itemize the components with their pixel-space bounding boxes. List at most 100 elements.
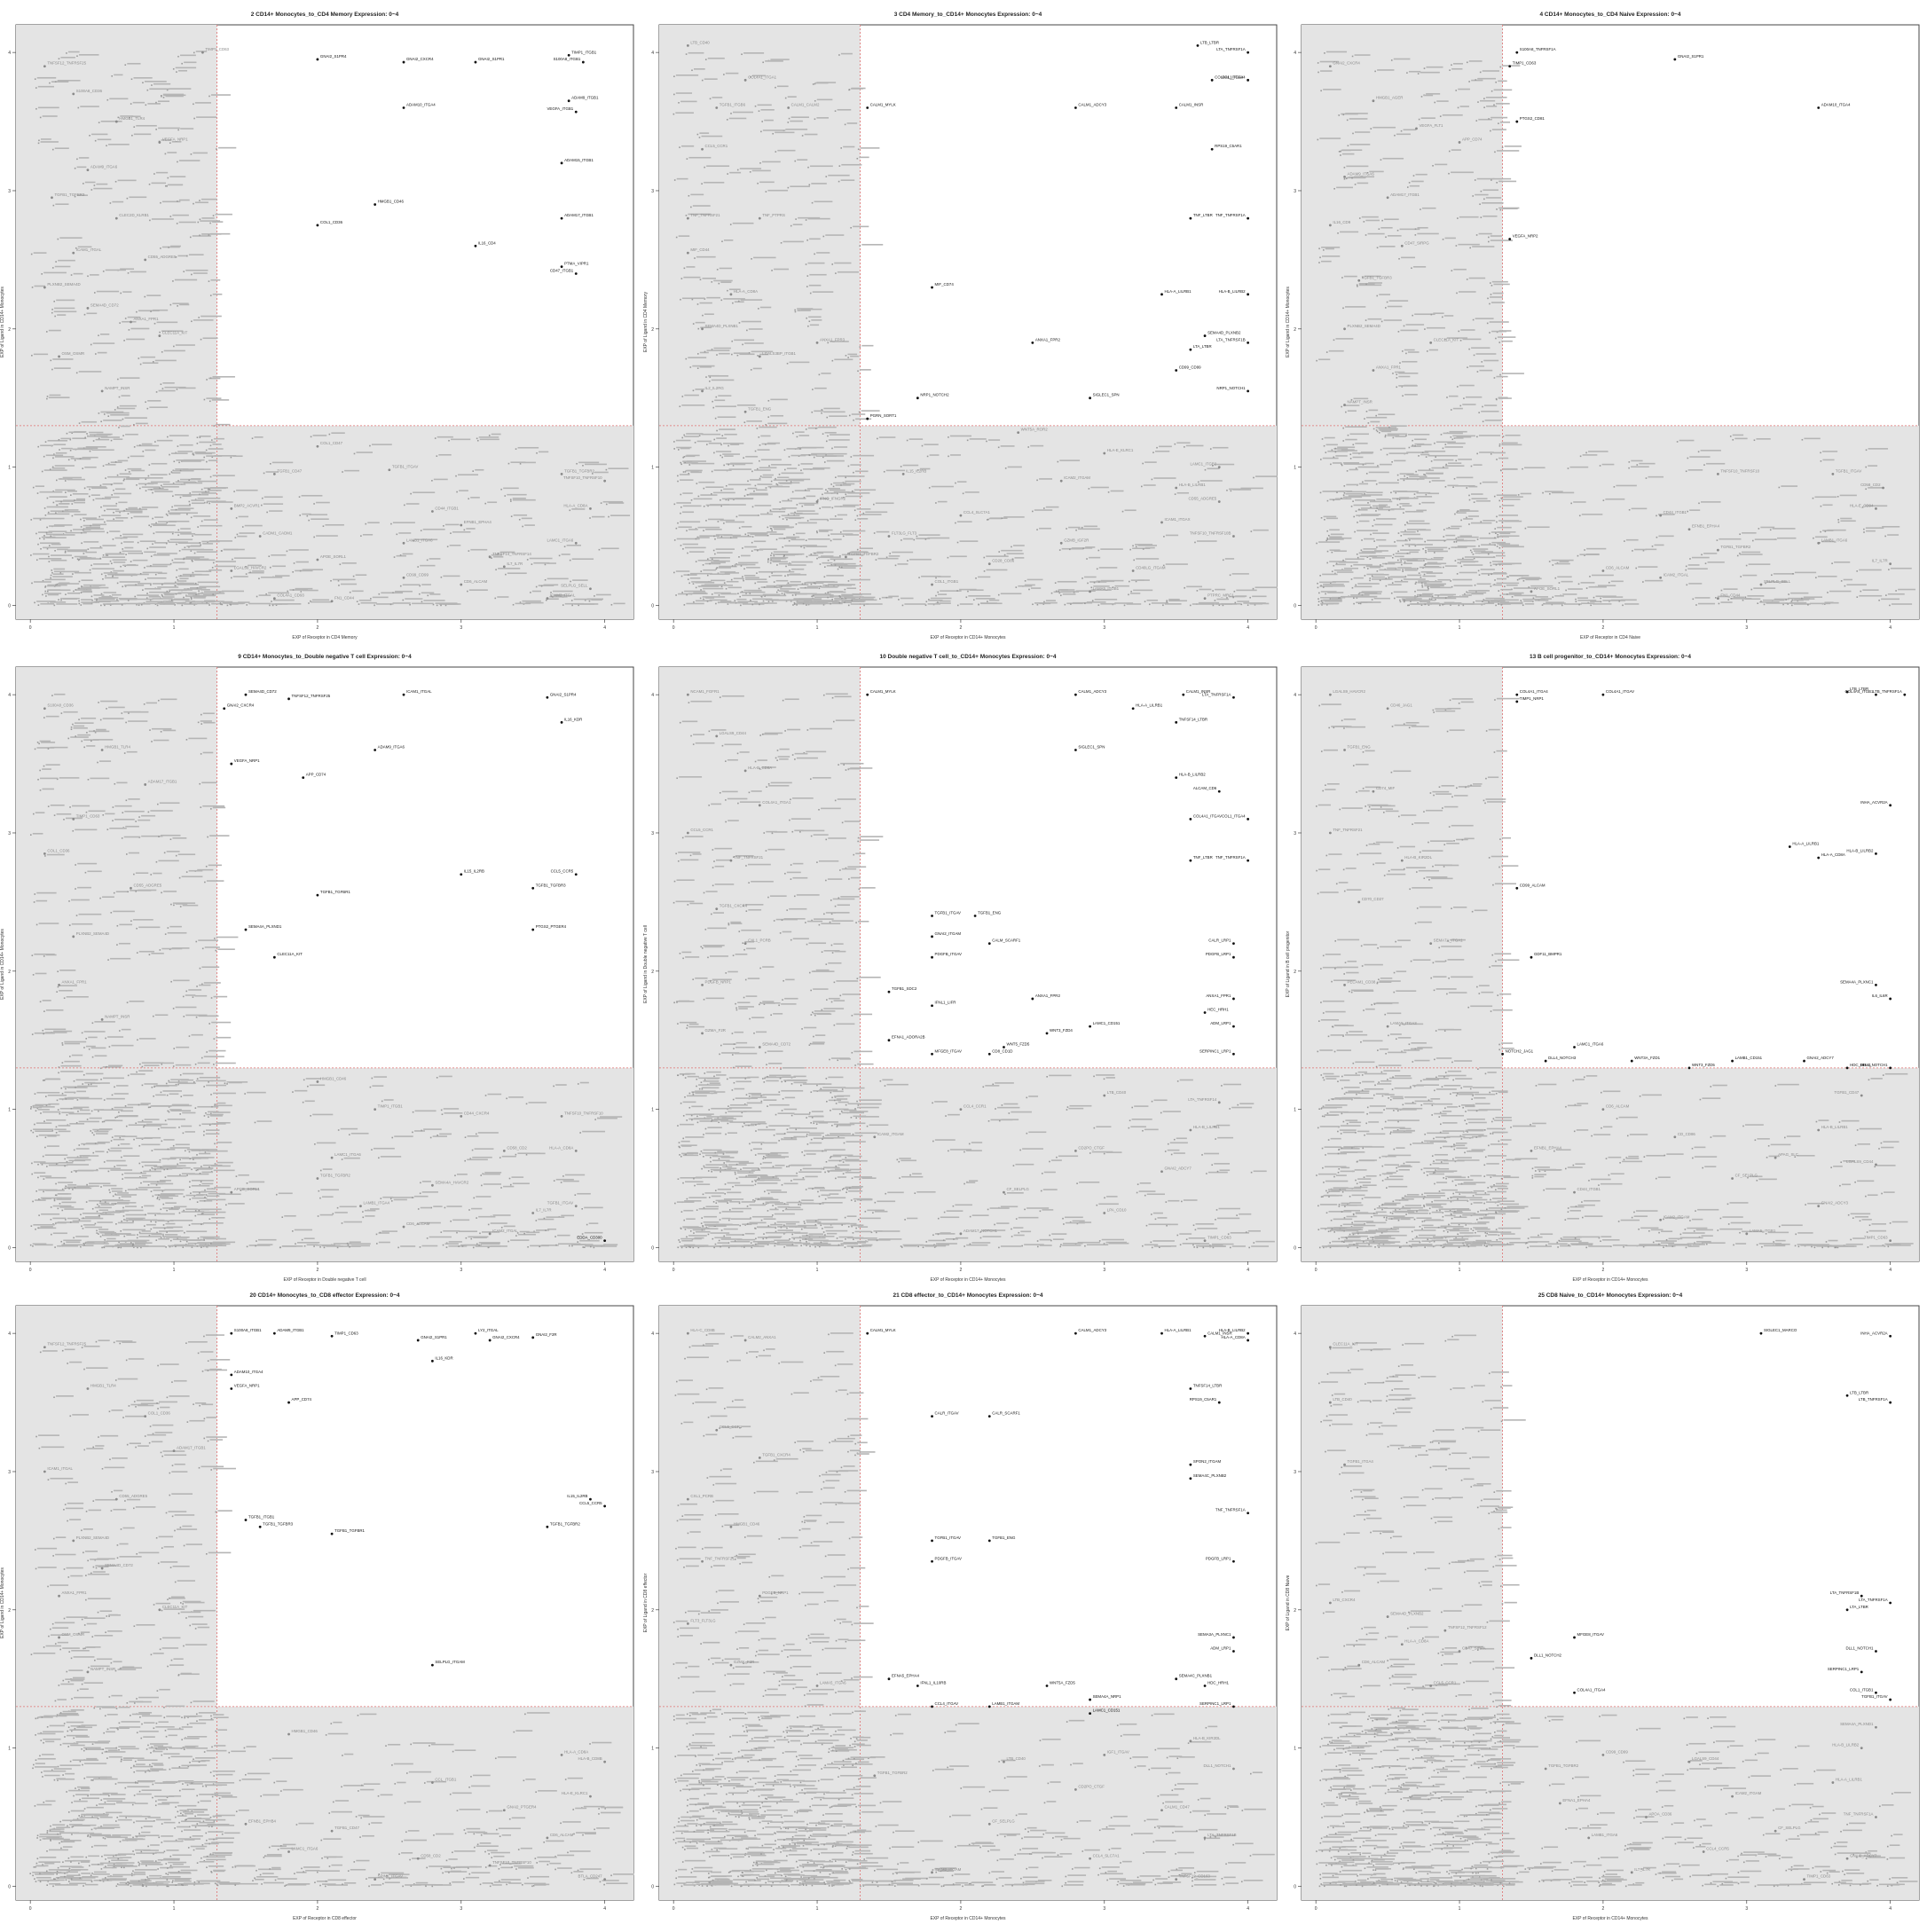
- background-label-mark: [713, 279, 733, 282]
- background-label-mark: [1407, 351, 1420, 353]
- background-point: [1396, 504, 1399, 507]
- background-point: [1602, 499, 1605, 501]
- background-point: [1577, 583, 1580, 585]
- background-label-mark: [1335, 498, 1352, 500]
- background-point: [705, 376, 707, 378]
- background-label-mark: [773, 479, 797, 481]
- background-label-mark: [197, 1062, 210, 1064]
- background-label-mark: [1417, 232, 1439, 235]
- background-label-mark: [1465, 603, 1486, 605]
- point-label: CD99_CD99: [406, 572, 429, 577]
- background-point: [1156, 446, 1158, 449]
- background-point: [78, 580, 81, 583]
- background-label-mark: [1471, 79, 1483, 82]
- background-label-mark: [760, 459, 782, 461]
- background-point: [816, 557, 818, 560]
- background-label-mark: [803, 600, 819, 602]
- background-label-mark: [355, 574, 367, 576]
- background-label-mark: [1100, 602, 1116, 605]
- background-label-mark: [45, 1009, 64, 1011]
- background-label-mark: [196, 551, 218, 553]
- background-point: [124, 64, 127, 66]
- background-label-mark: [188, 512, 198, 514]
- point-marker: [1343, 327, 1346, 331]
- background-label-mark: [758, 570, 776, 573]
- background-label-mark: [55, 452, 67, 454]
- background-label-mark: [1003, 516, 1025, 518]
- background-point: [209, 444, 212, 447]
- background-point: [772, 132, 775, 135]
- background-point: [823, 566, 826, 568]
- point-label: CD28_CD86: [992, 559, 1014, 563]
- background-label-mark: [1337, 450, 1357, 452]
- background-label-mark: [1365, 462, 1374, 465]
- background-point: [472, 470, 475, 472]
- background-point: [788, 117, 790, 120]
- data-point: ADAM9_ITGA6: [86, 165, 118, 172]
- background-point: [680, 545, 682, 546]
- background-point: [109, 202, 112, 204]
- background-label-mark: [755, 489, 767, 491]
- background-label-mark: [533, 562, 550, 564]
- background-point: [680, 278, 683, 279]
- background-label-mark: [703, 569, 716, 571]
- background-label-mark: [1358, 483, 1369, 485]
- background-label-mark: [98, 1167, 122, 1170]
- background-label-mark: [102, 545, 116, 546]
- background-label-mark: [1562, 593, 1577, 595]
- background-label-mark: [203, 519, 218, 521]
- background-label-mark: [102, 556, 126, 558]
- background-label-mark: [1814, 496, 1837, 499]
- background-point: [1499, 66, 1502, 68]
- background-label-mark: [161, 200, 181, 203]
- background-point: [145, 401, 146, 404]
- background-point: [172, 67, 175, 70]
- background-label-mark: [1435, 441, 1456, 444]
- background-label-mark: [908, 558, 932, 561]
- background-point: [578, 604, 579, 607]
- point-label: HLA-E_CD94: [1850, 503, 1874, 507]
- background-label-mark: [751, 598, 773, 601]
- background-label-mark: [75, 589, 92, 591]
- background-point: [510, 500, 512, 502]
- x-tick-label: 0: [672, 625, 675, 631]
- background-label-mark: [278, 603, 302, 605]
- background-point: [45, 531, 48, 534]
- background-point: [737, 300, 740, 302]
- background-label-mark: [1759, 601, 1780, 603]
- background-point: [781, 593, 783, 594]
- background-point: [1091, 600, 1094, 601]
- background-label-mark: [146, 295, 161, 296]
- background-point: [1423, 67, 1426, 69]
- background-label-mark: [1504, 145, 1522, 147]
- background-label-mark: [1458, 459, 1472, 460]
- background-label-mark: [830, 341, 849, 342]
- background-point: [191, 273, 193, 276]
- background-label-mark: [1338, 490, 1353, 492]
- background-label-mark: [212, 293, 223, 295]
- point-label: TNFSF10_TNFRSF10: [1720, 468, 1759, 473]
- background-label-mark: [478, 436, 499, 438]
- background-point: [226, 604, 229, 607]
- background-point: [812, 83, 814, 85]
- background-point: [1494, 151, 1496, 153]
- background-point: [30, 253, 33, 255]
- point-label: CLEC11A_KIT: [162, 331, 188, 335]
- background-point: [1506, 593, 1508, 595]
- background-point: [50, 535, 52, 538]
- background-label-mark: [830, 518, 843, 520]
- background-point: [592, 473, 594, 475]
- background-point: [142, 589, 144, 591]
- background-label-mark: [34, 285, 46, 287]
- background-label-mark: [49, 546, 70, 549]
- background-point: [122, 435, 124, 436]
- background-label-mark: [191, 1180, 203, 1182]
- background-label-mark: [133, 133, 152, 136]
- background-point: [688, 194, 690, 197]
- background-label-mark: [92, 342, 115, 344]
- background-label-mark: [1523, 600, 1534, 602]
- background-point: [1489, 332, 1490, 334]
- background-point: [1320, 90, 1322, 92]
- background-label-mark: [1452, 407, 1463, 410]
- background-label-mark: [1396, 133, 1411, 136]
